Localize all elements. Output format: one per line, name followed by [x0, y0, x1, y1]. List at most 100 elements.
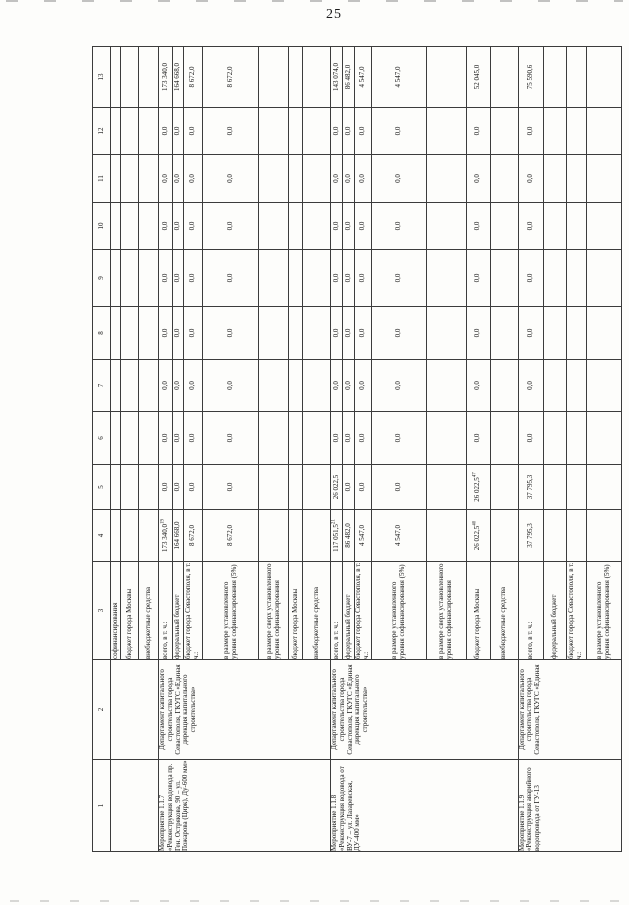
value-cell-text: 0,0 [357, 273, 366, 283]
value-cell [586, 359, 622, 412]
value-cell: 164 668,0 [172, 509, 184, 562]
value-cell-text: 0,0 [343, 381, 352, 390]
value-cell: 0,0 [466, 154, 491, 203]
value-cell: 0,0 [354, 306, 372, 360]
value-cell-text: 0,0 [173, 433, 182, 443]
value-cell [302, 46, 331, 108]
value-cell: 0,0 [158, 107, 173, 155]
value-cell [490, 46, 519, 108]
value-cell [288, 306, 303, 360]
value-cell: 0,0 [172, 359, 184, 412]
budget-line-label-cell: внебюджетные средства [490, 561, 519, 660]
value-cell [586, 411, 622, 465]
value-cell: 0,0 [183, 306, 203, 360]
value-cell-text: 0,0 [525, 328, 534, 338]
value-cell-text: 173 340,0 [160, 63, 169, 91]
budget-line-label-cell-text: бюджет города Москвы [473, 588, 482, 659]
value-cell-text: 0,0 [160, 126, 169, 136]
budget-line-label-cell-text: бюджет города Севастополя, в т. ч.: [184, 562, 200, 659]
value-cell-text: 117 051,5 [331, 524, 340, 552]
value-cell [110, 509, 121, 562]
value-cell-text: 0,0 [357, 328, 366, 338]
budget-line-label-cell-text: в размере сверх установленного уровня со… [437, 563, 454, 659]
value-cell-text: 0,0 [188, 126, 197, 136]
value-cell-text: 0,0 [173, 381, 182, 390]
value-cell: 0,0 [342, 464, 355, 510]
value-cell [490, 249, 519, 307]
column-number-cell: 5 [92, 464, 111, 510]
value-cell [426, 249, 467, 307]
value-cell-text: 0,0 [393, 328, 402, 338]
value-cell-text: 0,0 [357, 126, 366, 136]
footnote-mark: 19 [160, 519, 166, 524]
column-number-cell-text: 1 [96, 803, 105, 808]
value-cell-text: 4 547,0 [357, 525, 366, 546]
value-cell [120, 411, 139, 465]
value-cell [543, 154, 567, 203]
value-cell [288, 46, 303, 108]
value-cell: 0,0 [354, 154, 372, 203]
value-cell [566, 107, 587, 155]
value-cell [426, 306, 467, 360]
value-cell: 0,0 [518, 249, 544, 307]
table-row: Мероприятие 1.1.9 «Реконструкция аварийн… [518, 46, 622, 852]
value-cell [110, 359, 121, 412]
value-cell: 0,0 [202, 306, 259, 360]
value-cell-text: 173 340,0 [160, 524, 169, 552]
value-cell-text: 0,0 [225, 328, 234, 338]
value-cell: 0,0 [371, 249, 427, 307]
value-cell-text: 0,0 [331, 174, 340, 183]
value-cell: 0,0 [183, 411, 203, 465]
value-cell: 0,0 [354, 464, 372, 510]
measure-cell-text: Мероприятие 1.1.9 «Реконструкция аварийн… [518, 767, 542, 851]
value-cell [543, 46, 567, 108]
budget-line-label-cell-text: в размере установленного уровня софинанс… [594, 564, 611, 659]
budget-line-label-cell: бюджет города Москвы [466, 561, 491, 660]
value-cell: 0,0 [354, 359, 372, 412]
budget-line-label-cell-text: в размере установленного уровня софинанс… [221, 564, 238, 659]
table-row: софинансирования [110, 46, 159, 852]
value-cell: 0,0 [183, 249, 203, 307]
budget-line-label-cell-text: в размере установленного уровня софинанс… [389, 564, 406, 659]
value-cell [288, 464, 303, 510]
budget-line-label-cell-text: внебюджетные средства [143, 586, 152, 659]
value-cell-text: 52 045,0 [473, 64, 482, 90]
budget-line-label-cell-text: всего, в т. ч.: [331, 621, 340, 659]
value-cell [110, 306, 121, 360]
column-number-cell-text: 2 [96, 707, 105, 712]
value-cell-text: 0,0 [225, 381, 234, 390]
value-cell: 0,0 [466, 306, 491, 360]
value-cell: 86 482,0 [342, 46, 355, 108]
value-cell: 0,0 [158, 464, 173, 510]
budget-line-label-cell: в размере установленного уровня софинанс… [371, 561, 427, 660]
value-cell: 0,0 [172, 464, 184, 510]
value-cell: 0,0 [466, 107, 491, 155]
measure-cell [110, 759, 159, 852]
value-cell: 0,0 [330, 249, 343, 307]
value-cell [120, 306, 139, 360]
value-cell: 0,0 [202, 411, 259, 465]
value-cell-text: 0,0 [343, 174, 352, 183]
page-number: 25 [326, 7, 342, 22]
value-cell [586, 306, 622, 360]
value-cell [258, 306, 289, 360]
value-cell [120, 359, 139, 412]
column-number-cell: 9 [92, 249, 111, 307]
value-cell-text: 4 547,0 [393, 525, 402, 546]
budget-line-label-cell: всего, в т. ч.: [158, 561, 173, 660]
column-number-cell-text: 11 [96, 175, 105, 182]
value-cell: 0,0 [466, 359, 491, 412]
value-cell: 0,0 [172, 202, 184, 250]
value-cell [138, 202, 159, 250]
budget-line-label-cell: федеральный бюджет [172, 561, 184, 660]
value-cell: 0,0 [330, 202, 343, 250]
value-cell [258, 107, 289, 155]
column-number-cell: 11 [92, 154, 111, 203]
value-cell [258, 411, 289, 465]
value-cell: 8 672,0 [183, 46, 203, 108]
value-cell-text: 0,0 [343, 328, 352, 338]
value-cell: 0,0 [342, 154, 355, 203]
value-cell [586, 202, 622, 250]
value-cell-text: 0,0 [343, 433, 352, 443]
value-cell [302, 464, 331, 510]
